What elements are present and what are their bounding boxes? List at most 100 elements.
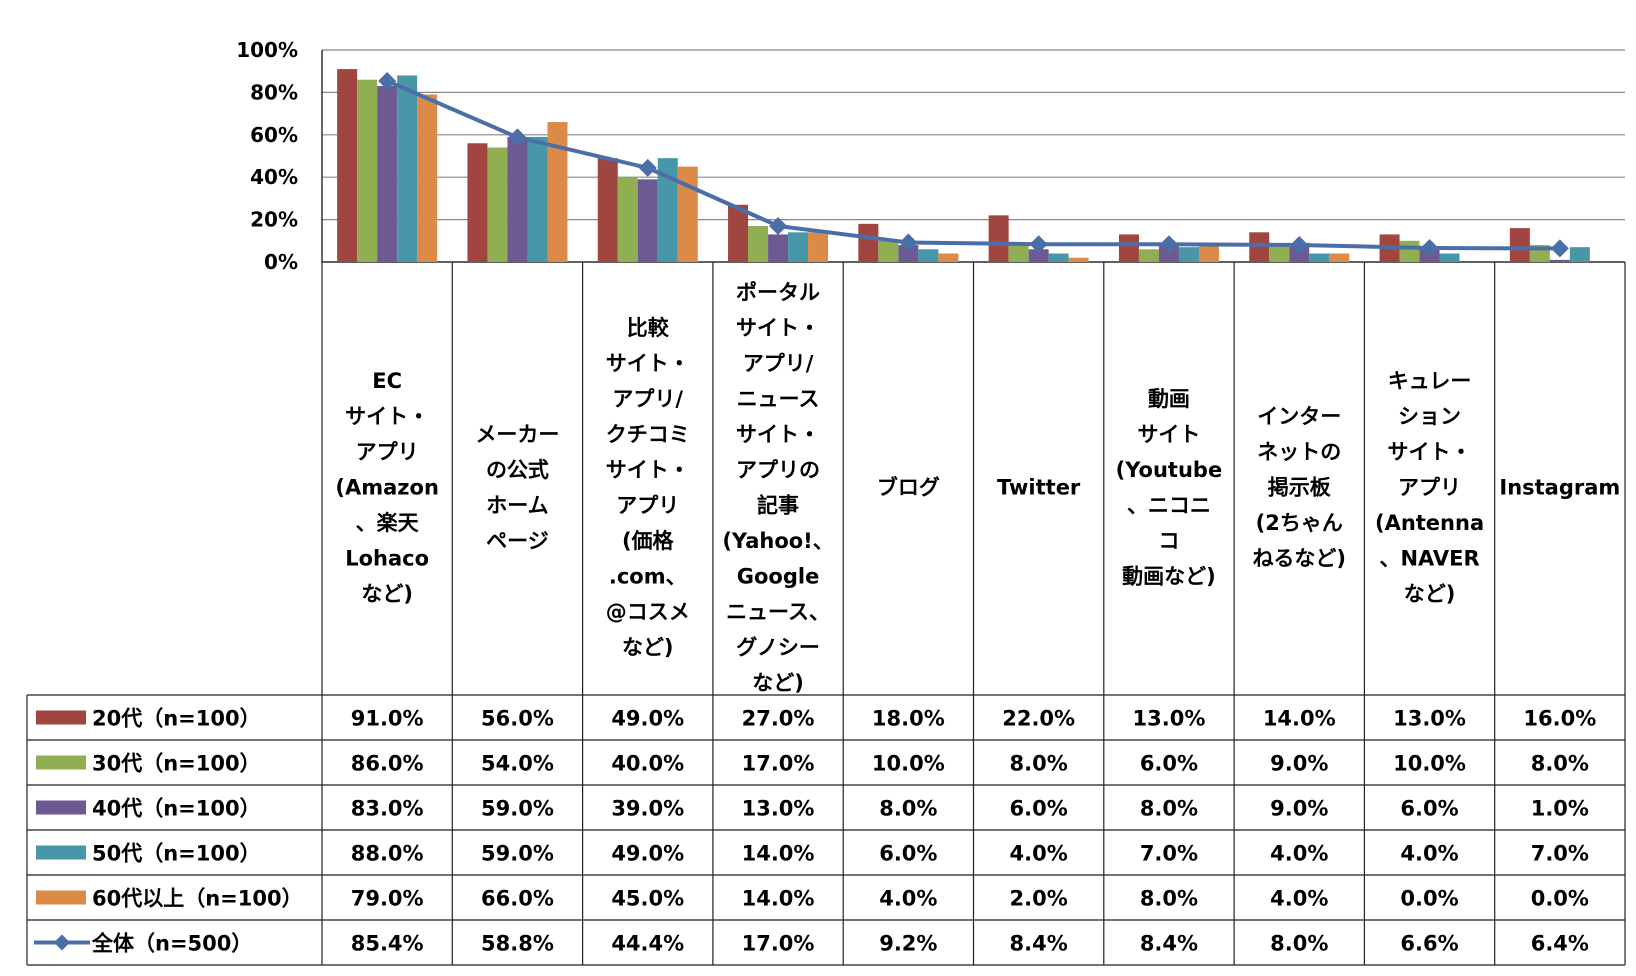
data-label: 6.0% <box>879 842 937 866</box>
bar <box>507 136 528 262</box>
category-label: Instagram <box>1499 476 1620 500</box>
bar <box>1028 249 1049 262</box>
bar <box>1399 240 1420 262</box>
data-label: 27.0% <box>742 707 815 731</box>
data-table: EC サイト・アプリ(Amazon 、楽天 Lohaco など)メーカーの公式ホームペー… <box>26 262 1626 966</box>
category-label-line: サイト <box>1137 422 1200 446</box>
data-label: 17.0% <box>742 752 815 776</box>
category-label-line: 、ニコニ <box>1127 493 1211 517</box>
category-label-line: 比較 <box>627 316 670 340</box>
data-label: 8.0% <box>1531 752 1589 776</box>
bar <box>337 69 358 262</box>
category-label-line: (Youtube <box>1116 458 1223 482</box>
category-label-line: ニュース、 <box>726 600 830 624</box>
data-label: 79.0% <box>351 887 424 911</box>
bar <box>1249 232 1270 262</box>
data-label: 6.4% <box>1531 932 1589 956</box>
line-marker <box>1029 235 1048 254</box>
data-label: 8.0% <box>1270 932 1328 956</box>
category-label-line: @コスメ <box>606 600 690 624</box>
y-tick-label: 60% <box>250 123 298 147</box>
line-marker <box>769 216 788 235</box>
legend-label: 40代（n=100） <box>92 797 261 821</box>
bar <box>637 179 658 262</box>
legend-label: 30代（n=100） <box>92 752 261 776</box>
legend-swatch <box>36 890 86 905</box>
data-label: 4.0% <box>1270 842 1328 866</box>
category-label: ポータルサイト・アプリ/ニュースサイト・アプリの記事(Yahoo!、 Google… <box>722 280 833 695</box>
y-tick-label: 100% <box>236 38 298 62</box>
category-label-line: グノシー <box>736 635 820 659</box>
y-tick-label: 80% <box>250 80 298 104</box>
data-label: 85.4% <box>351 932 424 956</box>
data-label: 13.0% <box>742 797 815 821</box>
category-label-line: ション <box>1398 405 1461 429</box>
data-label: 17.0% <box>742 932 815 956</box>
data-label: 7.0% <box>1140 842 1198 866</box>
category-label-line: メーカー <box>475 422 559 446</box>
legend-swatch <box>36 800 86 815</box>
category-label-line: Google <box>737 564 820 588</box>
y-tick-label: 20% <box>250 208 298 232</box>
y-axis-ticks: 100% 80% 60% 40% 20% 0% <box>236 38 298 274</box>
category-label: EC サイト・アプリ (Amazon 、楽天 Lohaco など) <box>335 369 439 606</box>
data-label: 66.0% <box>481 887 554 911</box>
category-label-line: 、NAVER <box>1379 547 1479 571</box>
line-marker <box>508 128 527 147</box>
data-label: 18.0% <box>872 707 945 731</box>
category-label-line: アプリ/ <box>612 387 683 411</box>
legend-label: 50代（n=100） <box>92 842 261 866</box>
category-label-line: (2ちゃん <box>1256 511 1343 535</box>
data-label: 59.0% <box>481 842 554 866</box>
data-label: 56.0% <box>481 707 554 731</box>
line-marker <box>1550 239 1569 258</box>
bar <box>1329 253 1350 262</box>
bar <box>878 240 899 262</box>
data-label: 4.0% <box>879 887 937 911</box>
data-label: 1.0% <box>1531 797 1589 821</box>
bar <box>918 249 939 262</box>
category-label-line: Instagram <box>1499 476 1620 500</box>
line-marker <box>1159 235 1178 254</box>
data-label: 59.0% <box>481 797 554 821</box>
category-label: 比較サイト・アプリ/クチコミサイト・アプリ(価格.com、@コスメなど) <box>606 316 690 660</box>
data-label: 39.0% <box>611 797 684 821</box>
category-label-line: Twitter <box>997 476 1081 500</box>
category-label-line: 動画など) <box>1122 564 1216 588</box>
bar <box>547 122 568 262</box>
bar <box>898 245 919 262</box>
category-label-line: ブログ <box>877 476 940 500</box>
data-label: 8.4% <box>1010 932 1068 956</box>
data-label: 6.0% <box>1140 752 1198 776</box>
category-label-line: サイト・ <box>736 422 820 446</box>
category-label-line: の公式 <box>486 458 549 482</box>
bar <box>1048 253 1069 262</box>
bar <box>1549 259 1570 262</box>
total-line <box>378 71 1569 258</box>
legend-swatch <box>36 755 86 770</box>
data-label: 9.0% <box>1270 797 1328 821</box>
category-label-line: ポータル <box>736 280 820 304</box>
data-label: 14.0% <box>742 887 815 911</box>
data-label: 8.0% <box>1140 887 1198 911</box>
data-label: 10.0% <box>1393 752 1466 776</box>
category-label-line: サイト・ <box>736 316 820 340</box>
data-label: 22.0% <box>1002 707 1075 731</box>
category-label-line: (Yahoo!、 <box>722 529 833 553</box>
line-marker <box>378 71 397 90</box>
bar <box>1138 249 1159 262</box>
bar <box>617 177 638 262</box>
category-label-line: サイト・ <box>1388 440 1472 464</box>
data-label: 86.0% <box>351 752 424 776</box>
category-label: メーカーの公式ホームページ <box>475 422 559 553</box>
category-label-line: アプリ <box>616 493 679 517</box>
data-label: 7.0% <box>1531 842 1589 866</box>
bar <box>357 79 378 263</box>
data-label: 40.0% <box>611 752 684 776</box>
data-label: 58.8% <box>481 932 554 956</box>
bar <box>1118 234 1139 262</box>
bar <box>1309 253 1330 262</box>
series-line <box>386 79 1560 251</box>
data-label: 6.6% <box>1400 932 1458 956</box>
